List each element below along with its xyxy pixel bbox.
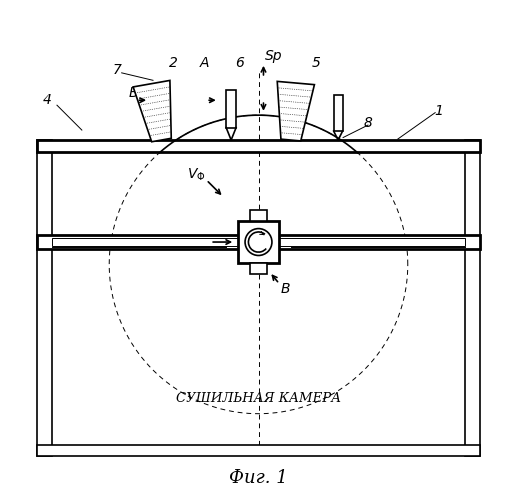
Bar (250, 210, 267, 221)
Bar (37, 140, 480, 153)
Text: 4: 4 (42, 93, 52, 107)
Bar (52, 238, 238, 246)
Text: 1: 1 (434, 104, 443, 118)
Text: $V_\Phi$: $V_\Phi$ (187, 167, 206, 183)
Polygon shape (133, 80, 171, 142)
Bar (37, 445, 480, 456)
Bar (250, 263, 267, 274)
Text: СУШИЛЬНАЯ КАМЕРА: СУШИЛЬНАЯ КАМЕРА (176, 392, 341, 405)
Text: Фиг. 1: Фиг. 1 (229, 470, 288, 488)
Bar (238, 221, 279, 263)
Text: B: B (128, 86, 138, 100)
Text: Sp: Sp (265, 49, 282, 63)
Text: 6: 6 (235, 56, 244, 70)
Text: 7: 7 (112, 63, 121, 77)
Bar (333, 95, 343, 131)
Text: B: B (281, 282, 291, 296)
Text: A: A (200, 56, 209, 70)
Polygon shape (277, 81, 314, 141)
Bar (279, 238, 465, 246)
Bar (37, 140, 52, 456)
Text: A: A (201, 235, 210, 249)
Bar (226, 90, 236, 128)
Text: 2: 2 (169, 56, 177, 70)
Text: 8: 8 (363, 116, 372, 130)
Circle shape (245, 229, 272, 255)
Bar (37, 235, 480, 250)
Text: 5: 5 (311, 56, 320, 70)
Bar (465, 140, 480, 456)
